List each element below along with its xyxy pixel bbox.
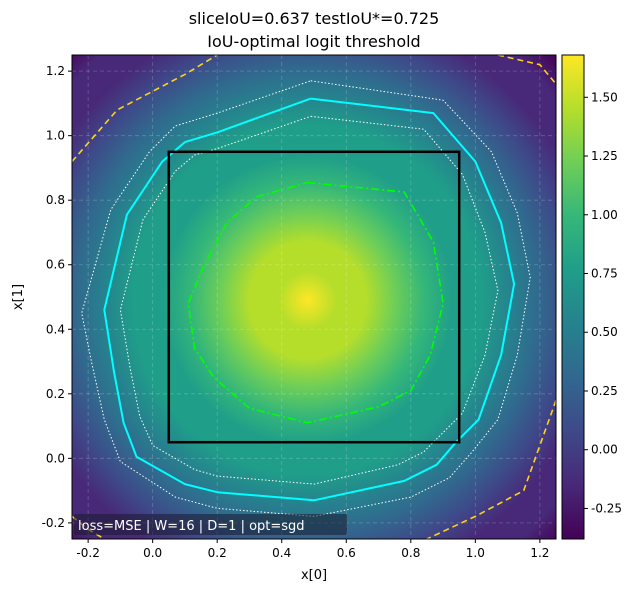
colorbar-tick-label: 0.75 [591,267,618,281]
y-tick-label: 0.2 [46,387,65,401]
plot-frame [71,54,557,540]
x-tick-label: 0.8 [401,546,420,560]
contour-dashed [426,400,556,539]
colorbar-tick-label: 0.25 [591,384,618,398]
colorbar-tick-label: 0.00 [591,443,618,457]
colorbar-tick-label: -0.25 [591,501,622,515]
x-axis-ticks: -0.2 0.0 0.2 0.4 0.6 0.8 1.0 1.2 [76,539,549,560]
x-tick-label: 1.0 [466,546,485,560]
chart-title-line1: sliceIoU=0.637 testIoU*=0.725 [189,9,440,28]
colorbar-tick-label: 1.50 [591,90,618,104]
heatmap-surface [72,55,556,539]
contour-dashdot [187,181,444,424]
contour-solid [103,97,516,502]
y-tick-label: 1.0 [46,129,65,143]
y-tick-label: 1.2 [46,64,65,78]
x-tick-label: 0.2 [208,546,227,560]
y-tick-label: -0.2 [42,516,65,530]
x-tick-label: 0.6 [337,546,356,560]
colorbar-ticks: -0.25 0.00 0.25 0.50 0.75 1.00 1.25 1.50 [584,90,622,515]
colorbar-tick-label: 1.00 [591,208,618,222]
contour-lines [72,55,556,539]
x-tick-label: 1.2 [530,546,549,560]
y-tick-label: 0.4 [46,322,65,336]
colorbar-tick-label: 0.50 [591,325,618,339]
target-square [167,150,461,444]
x-tick-label: 0.4 [272,546,291,560]
x-axis-label: x[0] [301,568,327,583]
annotation-box [74,514,347,535]
colorbar: -0.25 0.00 0.25 0.50 0.75 1.00 1.25 1.50 [561,54,622,540]
contour-dashed [497,55,556,85]
y-axis-ticks: -0.2 0.0 0.2 0.4 0.6 0.8 1.0 1.2 [42,64,72,530]
y-axis-label: x[1] [11,284,26,310]
contour-dashed [72,55,218,163]
y-tick-label: 0.8 [46,193,65,207]
colorbar-fill [562,55,584,539]
y-tick-label: 0.6 [46,258,65,272]
colorbar-frame [561,54,585,540]
plot-area: loss=MSE | W=16 | D=1 | opt=sgd [71,54,557,540]
colorbar-tick-label: 1.25 [591,149,618,163]
x-tick-label: -0.2 [76,546,99,560]
y-tick-label: 0.0 [46,451,65,465]
x-tick-label: 0.0 [143,546,162,560]
annotation-text: loss=MSE | W=16 | D=1 | opt=sgd [78,519,305,534]
contour-dotted [119,115,499,485]
chart-title-line2: IoU-optimal logit threshold [207,32,420,51]
